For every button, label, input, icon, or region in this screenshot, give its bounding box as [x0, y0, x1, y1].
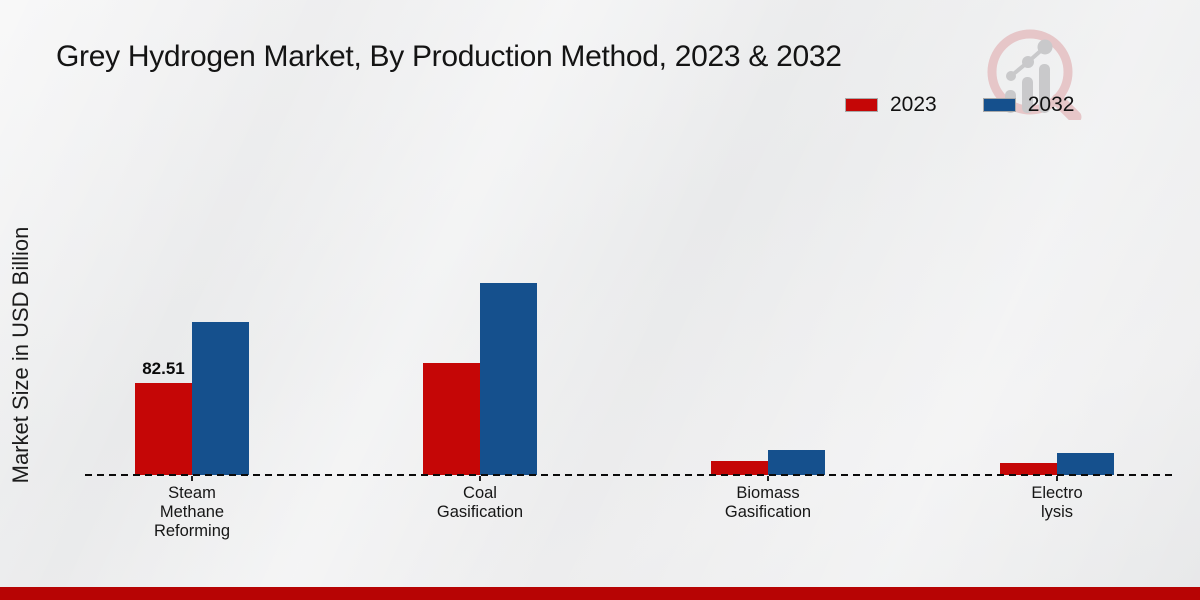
bar-2032-coal-gasification: [480, 283, 537, 475]
axis-tick: [479, 476, 481, 481]
legend-item-2023: 2023: [845, 93, 937, 117]
bar-2032-electrolysis: [1057, 453, 1114, 475]
axis-tick: [191, 476, 193, 481]
bar-2023-coal-gasification: [423, 363, 480, 475]
legend-label: 2023: [890, 93, 937, 116]
bar-2032-biomass-gasification: [768, 450, 825, 475]
axis-tick: [767, 476, 769, 481]
legend: 2023 2032: [845, 93, 1074, 117]
legend-item-2032: 2032: [982, 93, 1075, 117]
zero-baseline: [85, 474, 1172, 476]
category-label-steam-methane-reforming: Steam Methane Reforming: [153, 484, 231, 540]
axis-tick: [1056, 476, 1058, 481]
bar-2032-steam-methane-reforming: [192, 322, 249, 475]
bar-2023-steam-methane-reforming: [135, 383, 192, 475]
bar-value-label: 82.51: [142, 359, 185, 378]
category-label-electrolysis: Electro lysis: [1031, 484, 1083, 521]
bar-2023-biomass-gasification: [711, 461, 768, 475]
category-label-coal-gasification: Coal Gasification: [436, 484, 524, 521]
brand-watermark-logo: [987, 29, 1082, 120]
chart-title: Grey Hydrogen Market, By Production Meth…: [56, 40, 842, 73]
bar-2023-electrolysis: [1000, 463, 1057, 475]
legend-swatch-2023: [845, 98, 878, 112]
legend-swatch-2032: [982, 98, 1016, 112]
legend-label: 2032: [1027, 93, 1075, 116]
footer-accent-band: [0, 587, 1200, 600]
category-label-biomass-gasification: Biomass Gasification: [724, 484, 812, 521]
